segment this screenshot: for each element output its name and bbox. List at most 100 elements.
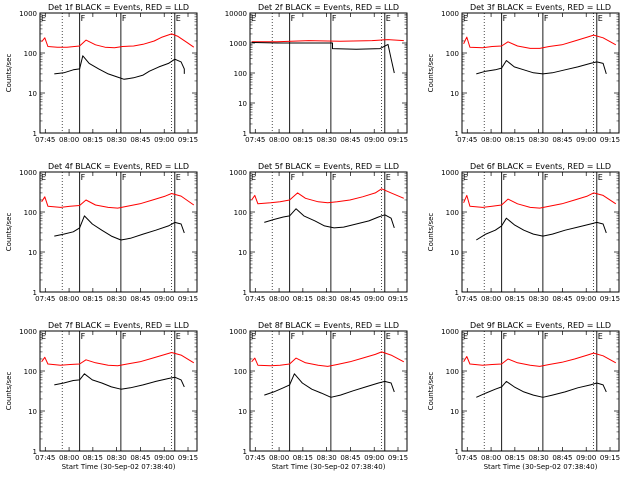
- x-tick-label: 08:15: [83, 136, 103, 144]
- interval-marker-label: E: [41, 332, 46, 341]
- lld-series-line: [41, 352, 195, 367]
- x-tick-label: 08:15: [293, 454, 313, 462]
- interval-marker-label: F: [544, 332, 549, 341]
- lld-series-line: [251, 188, 404, 205]
- panel-7: Det 7f BLACK = Events, RED = LLD Counts/s…: [5, 321, 198, 471]
- panel-title: Det 3f BLACK = Events, RED = LLD: [470, 3, 611, 12]
- y-axis-label: Counts/sec: [427, 372, 435, 411]
- y-tick-label: 1: [33, 289, 37, 297]
- x-tick-label: 09:00: [364, 295, 384, 303]
- x-tick-label: 09:15: [178, 295, 198, 303]
- y-tick-label: 10: [450, 408, 459, 416]
- interval-marker-label: E: [176, 332, 181, 341]
- x-tick-label: 07:45: [35, 136, 55, 144]
- plot-frame: [461, 171, 620, 293]
- interval-marker-label: F: [503, 332, 508, 341]
- x-tick-label: 07:45: [245, 295, 265, 303]
- interval-marker-label: F: [332, 14, 337, 23]
- interval-marker-label: E: [463, 14, 468, 23]
- plot-frame: [249, 330, 408, 452]
- interval-marker-label: F: [122, 332, 127, 341]
- interval-marker-label: F: [122, 14, 127, 23]
- lld-series-line: [41, 193, 195, 209]
- y-tick-label: 100: [446, 368, 459, 376]
- interval-marker-label: E: [598, 14, 603, 23]
- x-tick-label: 08:15: [83, 454, 103, 462]
- events-series-line: [476, 380, 607, 398]
- interval-marker-label: F: [81, 332, 86, 341]
- plot-frame: [249, 171, 408, 293]
- lld-series-line: [251, 39, 404, 43]
- y-tick-label: 10000: [225, 10, 247, 18]
- y-tick-label: 1: [243, 130, 247, 138]
- interval-marker-label: F: [503, 14, 508, 23]
- panel-title: Det 4f BLACK = Events, RED = LLD: [48, 162, 189, 171]
- panel-title: Det 6f BLACK = Events, RED = LLD: [470, 162, 611, 171]
- y-tick-label: 100: [234, 209, 247, 217]
- y-tick-label: 1: [455, 289, 459, 297]
- interval-marker-label: E: [463, 332, 468, 341]
- y-tick-label: 1: [455, 448, 459, 456]
- lld-series-line: [251, 351, 405, 367]
- y-tick-label: 1000: [229, 40, 247, 48]
- panel-3: Det 3f BLACK = Events, RED = LLD Counts/s…: [427, 3, 620, 144]
- x-tick-label: 08:15: [83, 295, 103, 303]
- interval-marker-label: E: [251, 332, 256, 341]
- x-tick-label: 07:45: [457, 295, 477, 303]
- interval-marker-label: F: [81, 173, 86, 182]
- x-tick-label: 09:00: [364, 136, 384, 144]
- y-tick-label: 1: [33, 448, 37, 456]
- interval-marker-label: F: [122, 173, 127, 182]
- x-tick-label: 08:00: [481, 295, 501, 303]
- lld-series-line: [463, 192, 617, 209]
- y-axis-label: Counts/sec: [427, 213, 435, 252]
- x-axis-label: Start Time (30-Sep-02 07:38:40): [62, 463, 176, 471]
- y-tick-label: 10: [238, 408, 247, 416]
- events-series-line: [54, 55, 185, 80]
- x-tick-label: 09:00: [154, 295, 174, 303]
- x-tick-label: 07:45: [457, 454, 477, 462]
- x-tick-label: 07:45: [35, 454, 55, 462]
- x-tick-label: 09:15: [600, 295, 620, 303]
- events-series-line: [476, 217, 607, 241]
- panel-2: Det 2f BLACK = Events, RED = LLD 1 10 100 10…: [225, 3, 408, 144]
- y-axis-label: Counts/sec: [5, 213, 13, 252]
- y-tick-label: 100: [24, 368, 37, 376]
- plot-frame: [249, 12, 408, 134]
- y-tick-label: 1000: [441, 328, 459, 336]
- plot-frame: [39, 171, 198, 293]
- x-tick-label: 07:45: [35, 295, 55, 303]
- y-axis-label: Counts/sec: [5, 54, 13, 93]
- y-tick-label: 1: [455, 130, 459, 138]
- x-tick-label: 09:00: [364, 454, 384, 462]
- interval-marker-label: F: [291, 173, 296, 182]
- y-tick-label: 10: [28, 90, 37, 98]
- panel-title: Det 8f BLACK = Events, RED = LLD: [258, 321, 399, 330]
- x-tick-label: 08:15: [293, 136, 313, 144]
- panel-title: Det 1f BLACK = Events, RED = LLD: [48, 3, 189, 12]
- x-tick-label: 08:00: [59, 136, 79, 144]
- x-tick-label: 08:30: [317, 295, 337, 303]
- panel-title: Det 2f BLACK = Events, RED = LLD: [258, 3, 399, 12]
- x-axis-label: Start Time (30-Sep-02 07:38:40): [484, 463, 598, 471]
- y-tick-label: 10: [238, 249, 247, 257]
- x-tick-label: 09:15: [178, 136, 198, 144]
- panel-5: Det 5f BLACK = Events, RED = LLD 1 10 100 10…: [229, 162, 408, 303]
- x-tick-label: 08:30: [529, 136, 549, 144]
- x-tick-label: 08:15: [505, 136, 525, 144]
- y-tick-label: 10: [28, 408, 37, 416]
- x-tick-label: 08:45: [130, 454, 150, 462]
- x-tick-label: 09:15: [178, 454, 198, 462]
- plot-frame: [461, 330, 620, 452]
- y-tick-label: 1000: [441, 169, 459, 177]
- y-tick-label: 1000: [19, 169, 37, 177]
- x-tick-label: 08:15: [505, 295, 525, 303]
- interval-marker-label: F: [503, 173, 508, 182]
- interval-marker-label: E: [463, 173, 468, 182]
- x-tick-label: 09:00: [154, 454, 174, 462]
- x-tick-label: 08:00: [481, 454, 501, 462]
- y-tick-label: 100: [446, 209, 459, 217]
- y-tick-label: 100: [24, 209, 37, 217]
- x-tick-label: 08:15: [293, 295, 313, 303]
- panel-9: Det 9f BLACK = Events, RED = LLD Counts/s…: [427, 321, 620, 471]
